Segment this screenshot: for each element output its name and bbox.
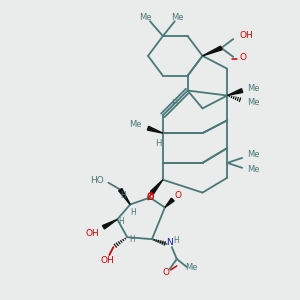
- Text: OH: OH: [239, 31, 253, 40]
- Text: O: O: [162, 268, 169, 278]
- Text: H: H: [155, 139, 161, 148]
- Polygon shape: [103, 219, 117, 229]
- Text: Me: Me: [247, 84, 260, 93]
- Polygon shape: [165, 198, 174, 208]
- Text: Me: Me: [185, 263, 198, 272]
- Polygon shape: [147, 126, 163, 133]
- Polygon shape: [118, 188, 130, 205]
- Text: Me: Me: [247, 98, 260, 107]
- Text: HO: HO: [90, 176, 104, 185]
- Text: Me: Me: [130, 120, 142, 129]
- Polygon shape: [227, 89, 243, 95]
- Text: H: H: [118, 217, 124, 226]
- Text: O: O: [174, 191, 181, 200]
- Text: H: H: [129, 235, 135, 244]
- Text: H: H: [172, 99, 178, 108]
- Text: OH: OH: [100, 256, 114, 266]
- Text: O: O: [239, 53, 246, 62]
- Polygon shape: [202, 46, 222, 56]
- Text: Me: Me: [247, 151, 260, 160]
- Text: OH: OH: [86, 229, 100, 238]
- Text: H: H: [120, 191, 126, 200]
- Polygon shape: [151, 180, 163, 194]
- Text: O: O: [146, 192, 154, 202]
- Text: H: H: [173, 236, 178, 245]
- Text: Me: Me: [139, 13, 151, 22]
- Text: Me: Me: [172, 13, 184, 22]
- Text: N: N: [167, 238, 173, 247]
- Text: Me: Me: [247, 165, 260, 174]
- Text: H: H: [130, 208, 136, 217]
- Text: O: O: [146, 193, 154, 202]
